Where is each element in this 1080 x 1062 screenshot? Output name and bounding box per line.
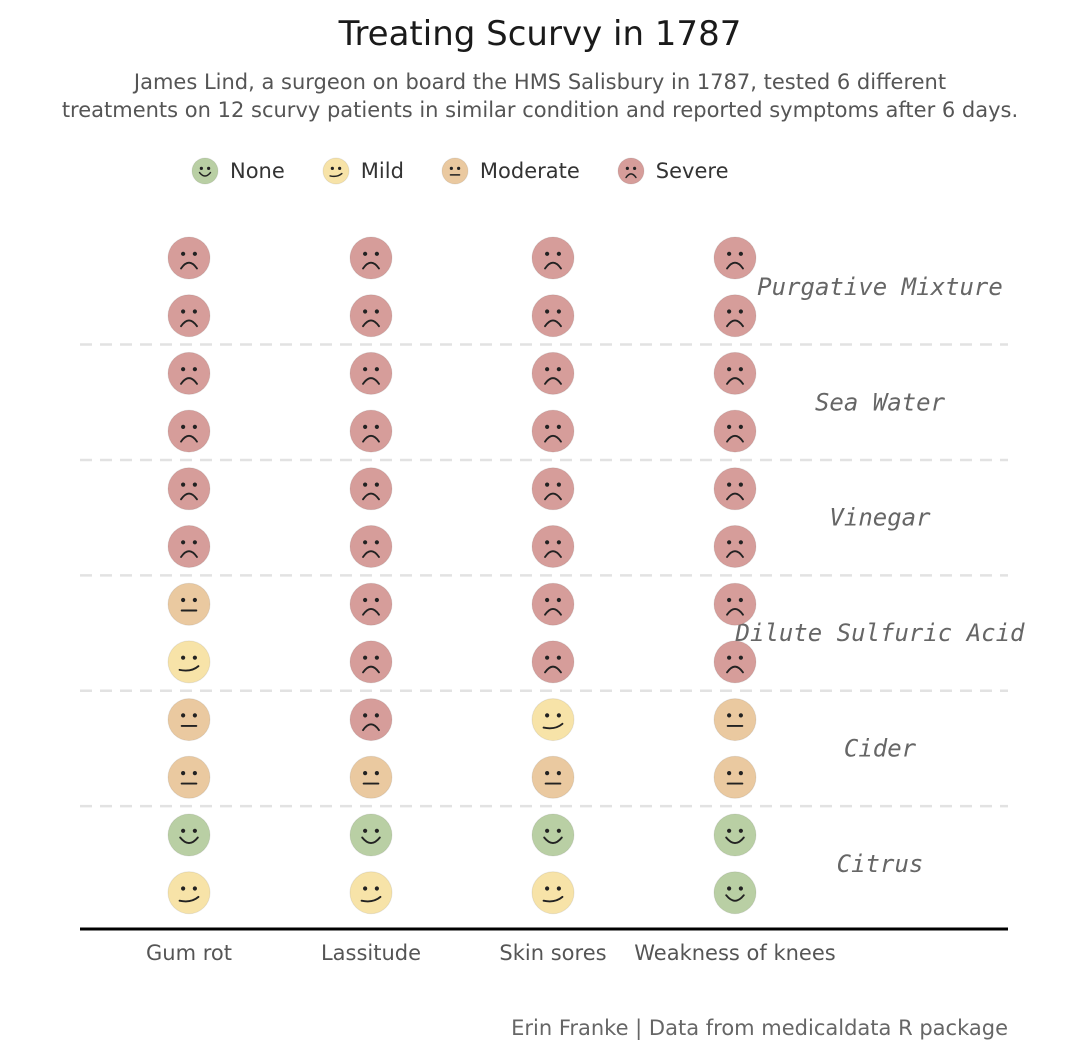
x-tick-label: Lassitude — [321, 941, 421, 965]
legend-swatch — [191, 157, 219, 185]
treatment-label: Purgative Mixture — [757, 273, 1003, 301]
patient-face-severe — [713, 351, 757, 395]
patient-face-severe — [531, 467, 575, 511]
patient-face-severe — [349, 525, 393, 568]
patient-face-severe — [167, 409, 211, 453]
patient-face-moderate — [167, 698, 211, 742]
patient-face-moderate — [167, 582, 211, 626]
subtitle-line-2: treatments on 12 scurvy patients in simi… — [61, 98, 1019, 122]
legend-swatch — [617, 157, 645, 185]
legend-label: Severe — [655, 159, 729, 183]
legend-swatch — [441, 157, 469, 185]
neutral-face-icon — [441, 157, 469, 185]
patient-face-severe — [713, 467, 757, 511]
scurvy-chart: Purgative Mixture Sea Water Vinegar Dilute … — [80, 236, 1026, 965]
x-tick-label: Gum rot — [146, 941, 232, 965]
patient-face-severe — [531, 640, 575, 684]
treatment-label: Sea Water — [815, 388, 946, 416]
legend-swatch — [322, 157, 350, 185]
patient-face-severe — [531, 294, 575, 338]
patient-face-severe — [349, 409, 393, 453]
patient-face-mild — [531, 871, 575, 915]
caption: Erin Franke | Data from medicaldata R pa… — [511, 1016, 1008, 1040]
patient-face-severe — [349, 640, 393, 684]
patient-face-severe — [349, 294, 393, 338]
legend-item-moderate: Moderate — [440, 156, 580, 186]
patient-face-mild — [167, 640, 211, 684]
treatment-label: Citrus — [837, 850, 924, 878]
patient-face-mild — [167, 871, 211, 915]
subtitle-line-1: James Lind, a surgeon on board the HMS S… — [133, 70, 947, 94]
patient-face-severe — [713, 525, 757, 568]
patient-face-severe — [713, 640, 757, 684]
patient-face-mild — [349, 871, 393, 915]
patient-face-moderate — [349, 755, 393, 799]
patient-face-moderate — [713, 698, 757, 742]
treatment-label: Dilute Sulfuric Acid — [735, 619, 1026, 647]
patient-face-severe — [531, 525, 575, 568]
legend-label: Moderate — [479, 159, 580, 183]
sad-face-icon — [617, 157, 645, 185]
legend: None Mild Moderate Severe — [190, 156, 765, 186]
patient-face-mild — [531, 698, 575, 742]
patient-face-moderate — [531, 755, 575, 799]
patient-face-moderate — [167, 755, 211, 799]
patient-face-severe — [713, 582, 757, 626]
patient-face-severe — [167, 467, 211, 511]
chart-title: Treating Scurvy in 1787 — [338, 14, 742, 54]
patient-face-severe — [713, 294, 757, 338]
legend-label: None — [230, 159, 285, 183]
legend-label: Mild — [360, 159, 404, 183]
patient-face-severe — [531, 582, 575, 626]
patient-face-severe — [531, 409, 575, 453]
patient-face-severe — [531, 351, 575, 395]
x-tick-label: Weakness of knees — [634, 941, 835, 965]
patient-face-none — [349, 813, 393, 857]
patient-face-severe — [167, 351, 211, 395]
chart-subtitle: James Lind, a surgeon on board the HMS S… — [0, 68, 1080, 124]
patient-face-none — [167, 813, 211, 857]
patient-face-severe — [349, 582, 393, 626]
patient-face-severe — [713, 236, 757, 280]
legend-item-none: None — [190, 156, 285, 186]
treatment-label: Vinegar — [829, 504, 931, 532]
patient-face-none — [713, 813, 757, 857]
patient-face-severe — [531, 236, 575, 280]
patient-face-severe — [167, 294, 211, 338]
patient-face-none — [713, 871, 757, 915]
patient-face-severe — [349, 351, 393, 395]
smile-face-icon — [322, 157, 350, 185]
treatment-label: Cider — [844, 734, 917, 762]
happy-face-icon — [191, 157, 219, 185]
patient-face-severe — [167, 236, 211, 280]
patient-face-severe — [349, 467, 393, 511]
patient-face-severe — [349, 698, 393, 742]
patient-face-moderate — [713, 755, 757, 799]
legend-item-mild: Mild — [321, 156, 404, 186]
patient-face-severe — [167, 525, 211, 568]
legend-item-severe: Severe — [616, 156, 729, 186]
patient-face-none — [531, 813, 575, 857]
patient-face-severe — [713, 409, 757, 453]
x-tick-label: Skin sores — [499, 941, 606, 965]
patient-face-severe — [349, 236, 393, 280]
